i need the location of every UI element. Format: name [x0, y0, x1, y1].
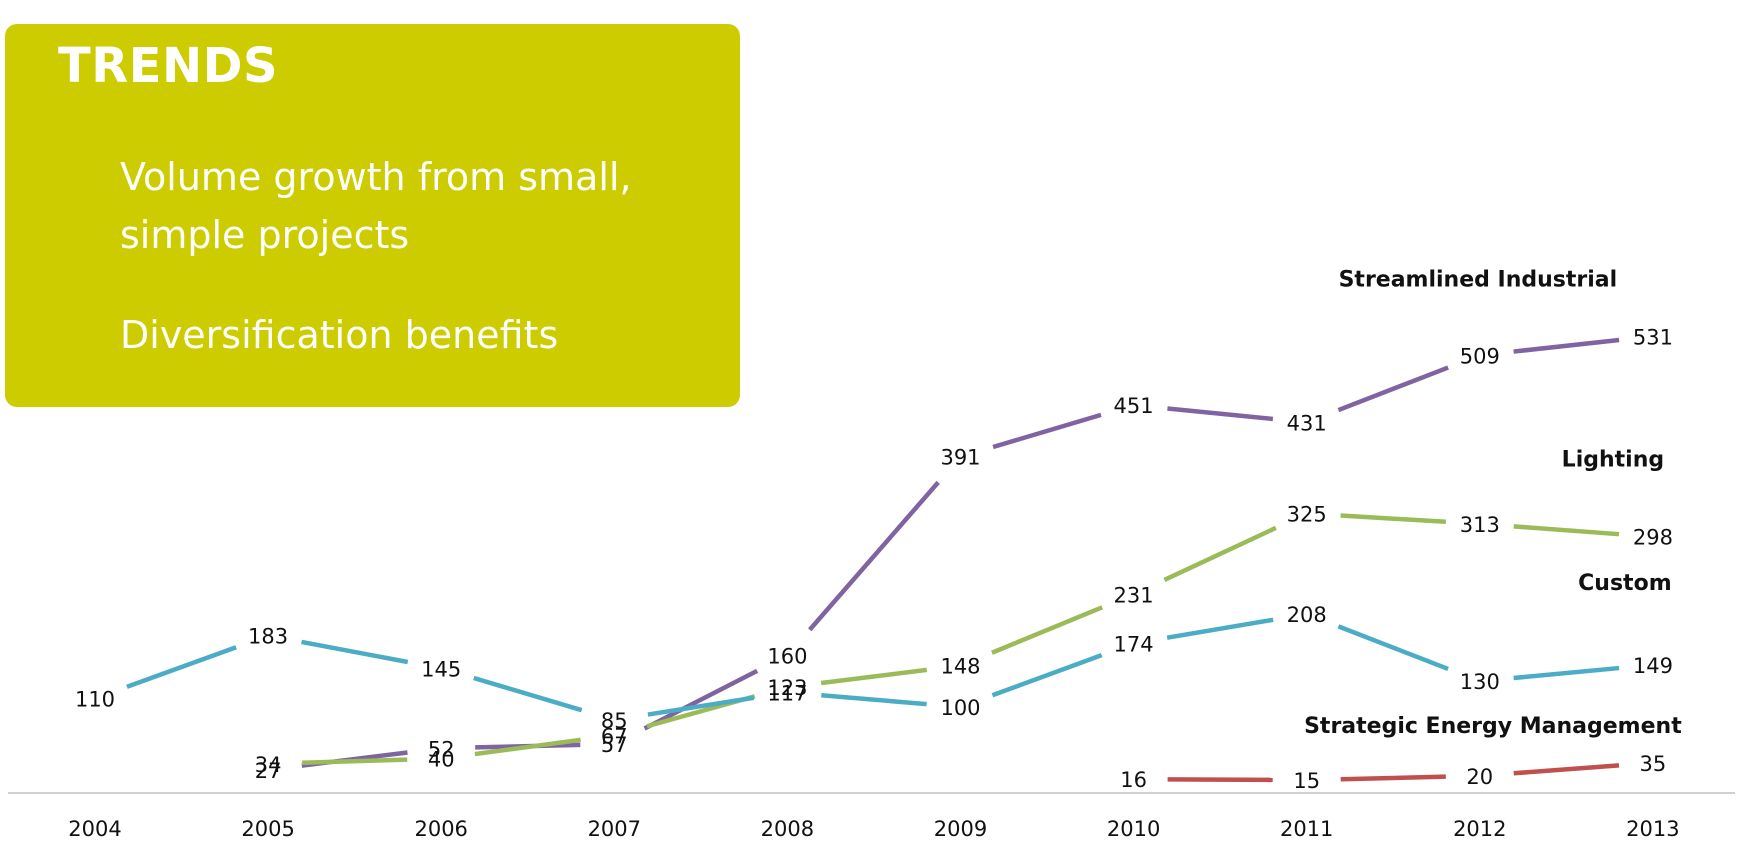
data-label-lighting-2005: 34	[255, 753, 282, 777]
data-label-custom-2005: 183	[248, 625, 288, 649]
x-tick-label-2005: 2005	[241, 817, 294, 841]
x-tick-label-2004: 2004	[68, 817, 121, 841]
data-label-custom-2006: 145	[421, 657, 461, 681]
series-name-streamlined-industrial: Streamlined Industrial	[1339, 267, 1618, 292]
data-label-streamlined-industrial-2009: 391	[940, 446, 980, 470]
data-label-streamlined-industrial-2006: 52	[428, 737, 455, 761]
data-label-lighting-2010: 231	[1114, 583, 1154, 607]
x-tick-label-2006: 2006	[414, 817, 467, 841]
series-segment-custom	[1337, 624, 1449, 672]
series-segment-streamlined-industrial	[992, 412, 1102, 450]
series-strategic-energy-management: 16 15 20 35	[1120, 752, 1666, 793]
series-segment-custom	[473, 675, 583, 713]
x-tick-label-2011: 2011	[1280, 817, 1333, 841]
data-label-streamlined-industrial-2012: 509	[1460, 344, 1500, 368]
series-segment-custom	[301, 639, 409, 665]
series-segment-strategic-energy-management	[1340, 774, 1446, 782]
series-name-lighting: Lighting	[1562, 448, 1664, 473]
series-segment-custom	[1513, 665, 1620, 681]
data-label-custom-2012: 130	[1460, 670, 1500, 694]
series-segment-custom	[126, 645, 237, 689]
x-tick-label-2010: 2010	[1107, 817, 1160, 841]
x-tick-label-2009: 2009	[934, 817, 987, 841]
series-segment-lighting	[820, 667, 928, 686]
series-segment-lighting	[302, 757, 408, 765]
data-label-custom-2010: 174	[1114, 632, 1154, 656]
data-label-streamlined-industrial-2013: 531	[1633, 325, 1673, 349]
series-name-strategic-energy-management: Strategic Energy Management	[1304, 714, 1682, 739]
series-segment-strategic-energy-management	[1167, 777, 1273, 783]
series-segment-lighting	[1163, 525, 1277, 582]
data-label-streamlined-industrial-2011: 431	[1287, 411, 1327, 435]
trends-title: TRENDS	[58, 38, 279, 94]
data-label-custom-2008: 117	[767, 681, 807, 705]
series-name-custom: Custom	[1578, 571, 1671, 596]
data-label-lighting-2013: 298	[1633, 526, 1673, 550]
data-label-strategic-energy-management-2010: 16	[1120, 768, 1147, 792]
series-segment-streamlined-industrial	[1167, 406, 1274, 422]
data-label-custom-2011: 208	[1287, 603, 1327, 627]
data-label-strategic-energy-management-2012: 20	[1466, 765, 1493, 789]
series-segment-streamlined-industrial	[643, 668, 759, 731]
x-tick-label-2007: 2007	[588, 817, 641, 841]
data-label-custom-2007: 85	[601, 709, 628, 733]
data-label-custom-2013: 149	[1633, 654, 1673, 678]
series-segment-custom	[1166, 617, 1274, 640]
data-label-streamlined-industrial-2010: 451	[1114, 394, 1154, 418]
series-segment-custom	[647, 695, 755, 717]
data-label-streamlined-industrial-2007: 57	[601, 733, 628, 757]
series-segment-streamlined-industrial	[808, 480, 940, 632]
data-label-lighting-2008: 123	[767, 676, 807, 700]
series-segment-custom	[991, 652, 1103, 698]
series-segment-streamlined-industrial	[1513, 337, 1620, 354]
data-label-lighting-2009: 148	[940, 655, 980, 679]
data-label-streamlined-industrial-2008: 160	[767, 644, 807, 668]
series-segment-lighting	[991, 605, 1104, 655]
series-custom: 110 183 145 85 117 100 174 208 130 149	[75, 603, 1673, 733]
x-tick-label-2008: 2008	[761, 817, 814, 841]
data-label-streamlined-industrial-2005: 27	[255, 759, 282, 783]
data-label-custom-2004: 110	[75, 687, 115, 711]
series-segment-custom	[821, 692, 927, 707]
series-segment-lighting	[474, 737, 581, 757]
trends-panel	[5, 24, 740, 407]
data-label-lighting-2012: 313	[1460, 513, 1500, 537]
trend-item-volume-growth: Volume growth from small, simple project…	[120, 155, 632, 257]
series-segment-lighting	[1340, 513, 1446, 525]
data-label-strategic-energy-management-2011: 15	[1293, 769, 1320, 793]
series-segment-strategic-energy-management	[1513, 763, 1620, 776]
data-label-lighting-2007: 67	[601, 724, 628, 748]
data-label-lighting-2006: 40	[428, 748, 455, 772]
data-label-custom-2009: 100	[940, 696, 980, 720]
series-segment-streamlined-industrial	[1337, 365, 1449, 413]
x-tick-label-2013: 2013	[1626, 817, 1679, 841]
x-tick-label-2012: 2012	[1453, 817, 1506, 841]
trend-item-diversification: Diversification benefits	[120, 313, 559, 357]
series-segment-lighting	[1513, 524, 1620, 537]
data-label-strategic-energy-management-2013: 35	[1640, 752, 1667, 776]
data-label-lighting-2011: 325	[1287, 503, 1327, 527]
series-lighting: 34 40 67 123 148 231 325 313 298	[255, 503, 1673, 777]
